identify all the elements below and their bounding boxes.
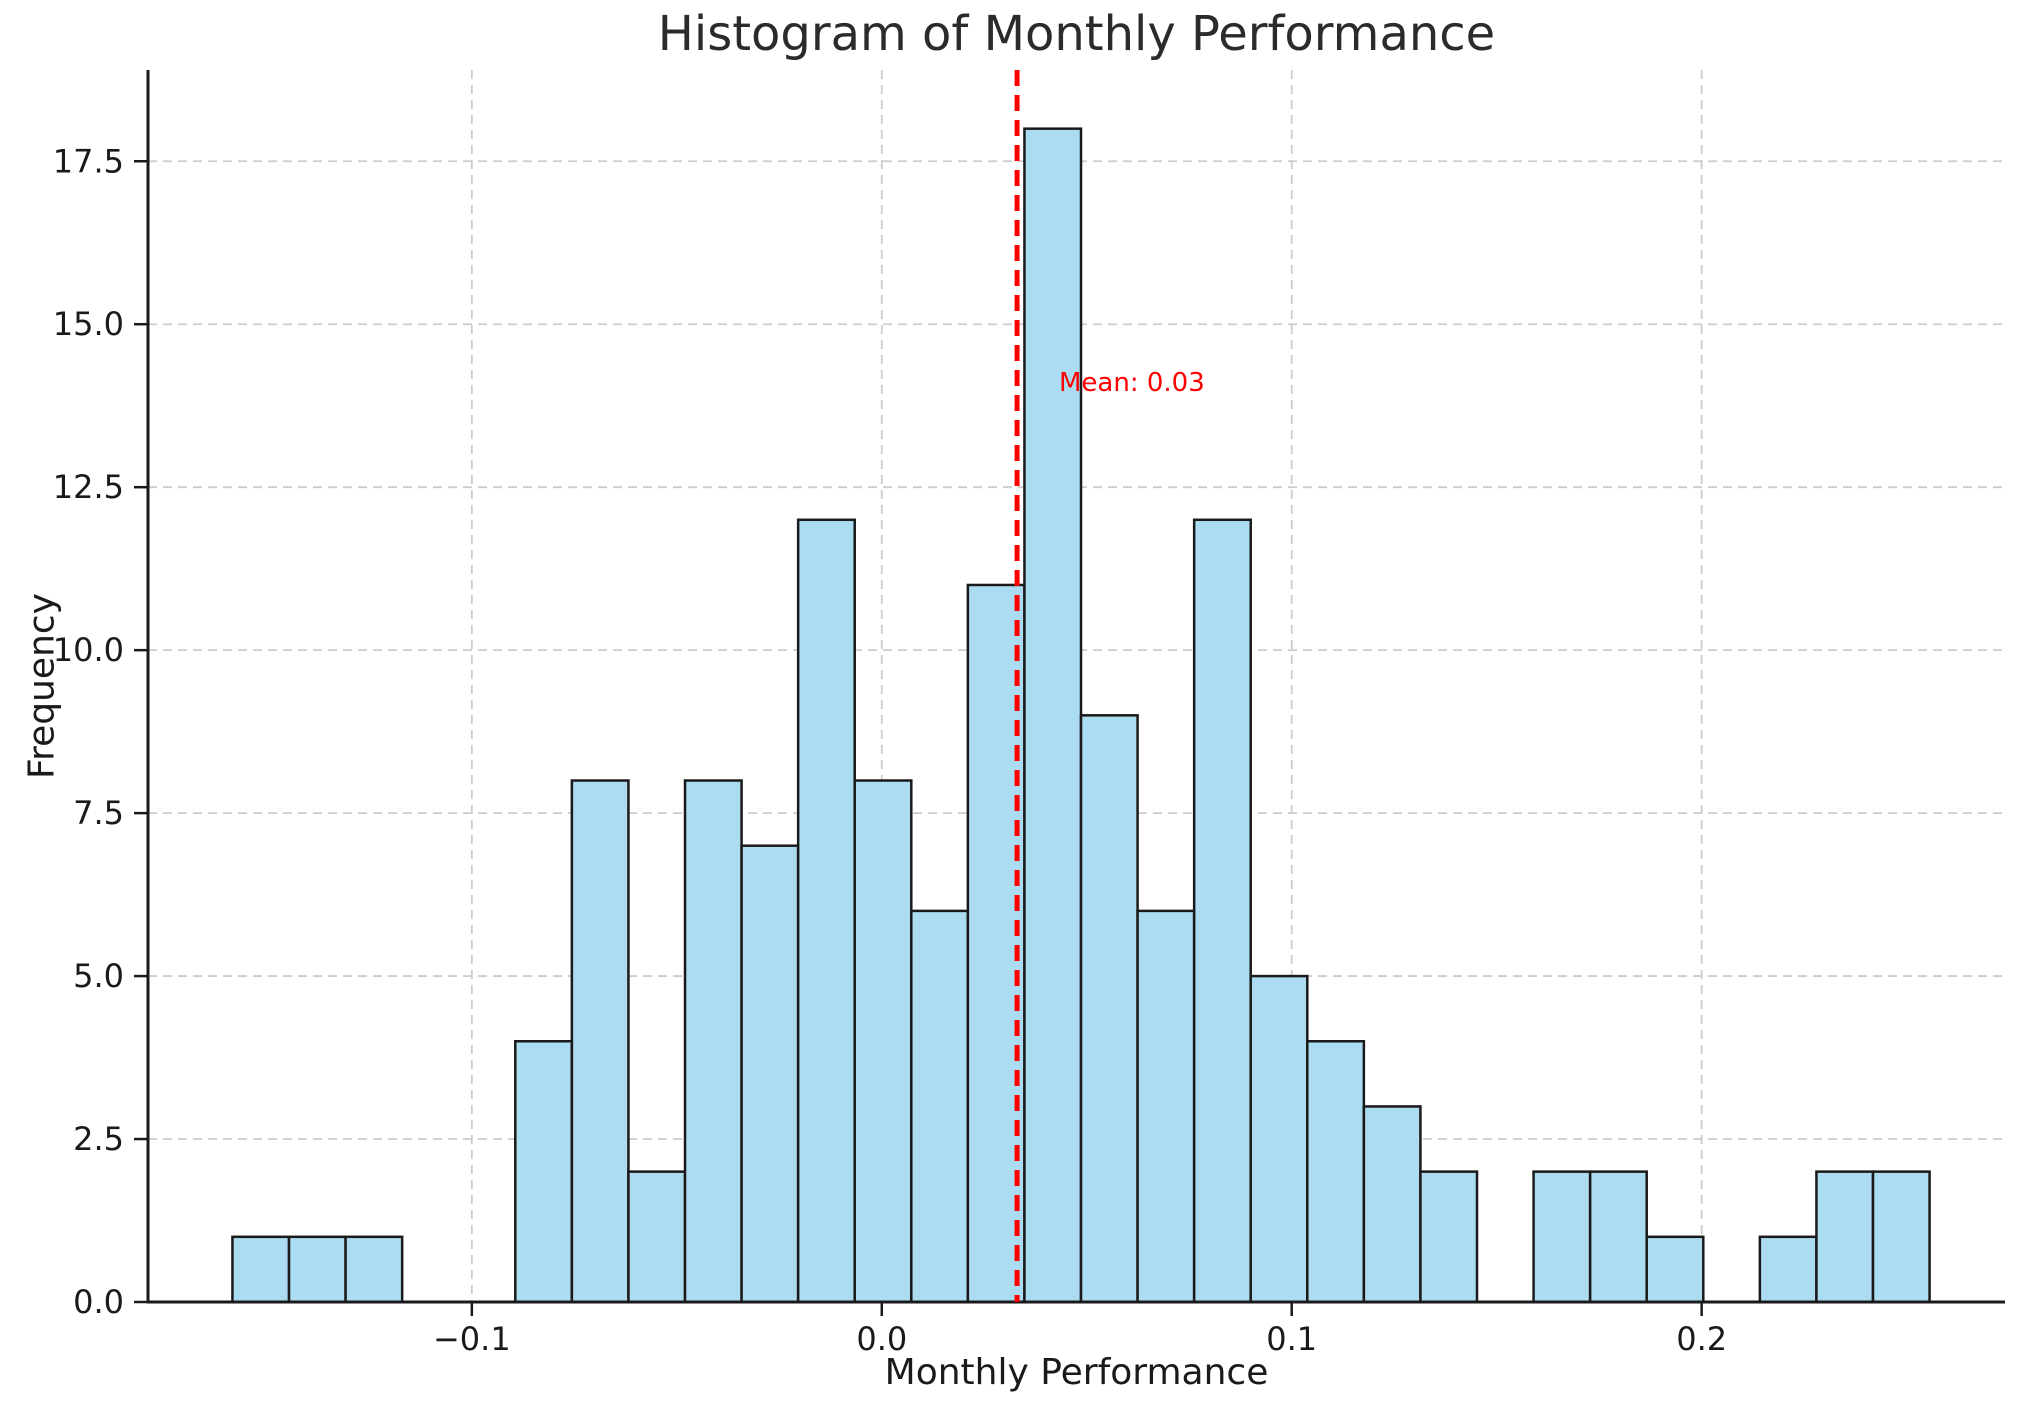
histogram-bar — [1815, 1170, 1875, 1304]
histogram-bar — [1532, 1170, 1592, 1304]
histogram-bar — [1249, 974, 1309, 1304]
histogram-bar — [570, 779, 630, 1304]
histogram-bar — [1023, 127, 1083, 1304]
histogram-bar — [514, 1040, 574, 1304]
y-tick-label: 5.0 — [73, 957, 124, 995]
histogram-bar — [344, 1235, 404, 1304]
x-axis-label: Monthly Performance — [884, 1352, 1269, 1393]
histogram-bar — [1758, 1235, 1818, 1304]
histogram-bar — [231, 1235, 291, 1304]
histogram-bar — [1588, 1170, 1648, 1304]
histogram-bar — [1645, 1235, 1705, 1304]
y-tick-label: 15.0 — [53, 305, 124, 343]
histogram-bar — [1419, 1170, 1479, 1304]
histogram-bar — [853, 779, 913, 1304]
histogram-bar — [1192, 518, 1252, 1304]
histogram-bar — [1362, 1105, 1422, 1304]
histogram-bar — [1079, 714, 1139, 1304]
y-tick-label: 7.5 — [73, 794, 124, 832]
x-tick-label: −0.1 — [433, 1320, 511, 1358]
y-tick-label: 17.5 — [53, 142, 124, 180]
histogram-bar — [910, 909, 970, 1304]
y-tick-label: 0.0 — [73, 1283, 124, 1321]
histogram-bar — [966, 583, 1026, 1304]
x-tick-label: 0.1 — [1266, 1320, 1317, 1358]
chart-title: Histogram of Monthly Performance — [657, 6, 1496, 62]
mean-annotation: Mean: 0.03 — [1059, 368, 1205, 398]
histogram-bar — [740, 844, 800, 1304]
y-tick-label: 12.5 — [53, 468, 124, 506]
histogram-bar — [1871, 1170, 1931, 1304]
x-tick-label: 0.2 — [1676, 1320, 1727, 1358]
histogram-bar — [683, 779, 743, 1304]
histogram-bar — [287, 1235, 347, 1304]
histogram-bar — [1306, 1040, 1366, 1304]
histogram-bar — [1136, 909, 1196, 1304]
histogram-bar — [796, 518, 856, 1304]
y-tick-label: 10.0 — [53, 631, 124, 669]
histogram-bar — [627, 1170, 687, 1304]
x-tick-label: 0.0 — [856, 1320, 907, 1358]
y-tick-label: 2.5 — [73, 1120, 124, 1158]
y-axis-label: Frequency — [21, 593, 63, 779]
